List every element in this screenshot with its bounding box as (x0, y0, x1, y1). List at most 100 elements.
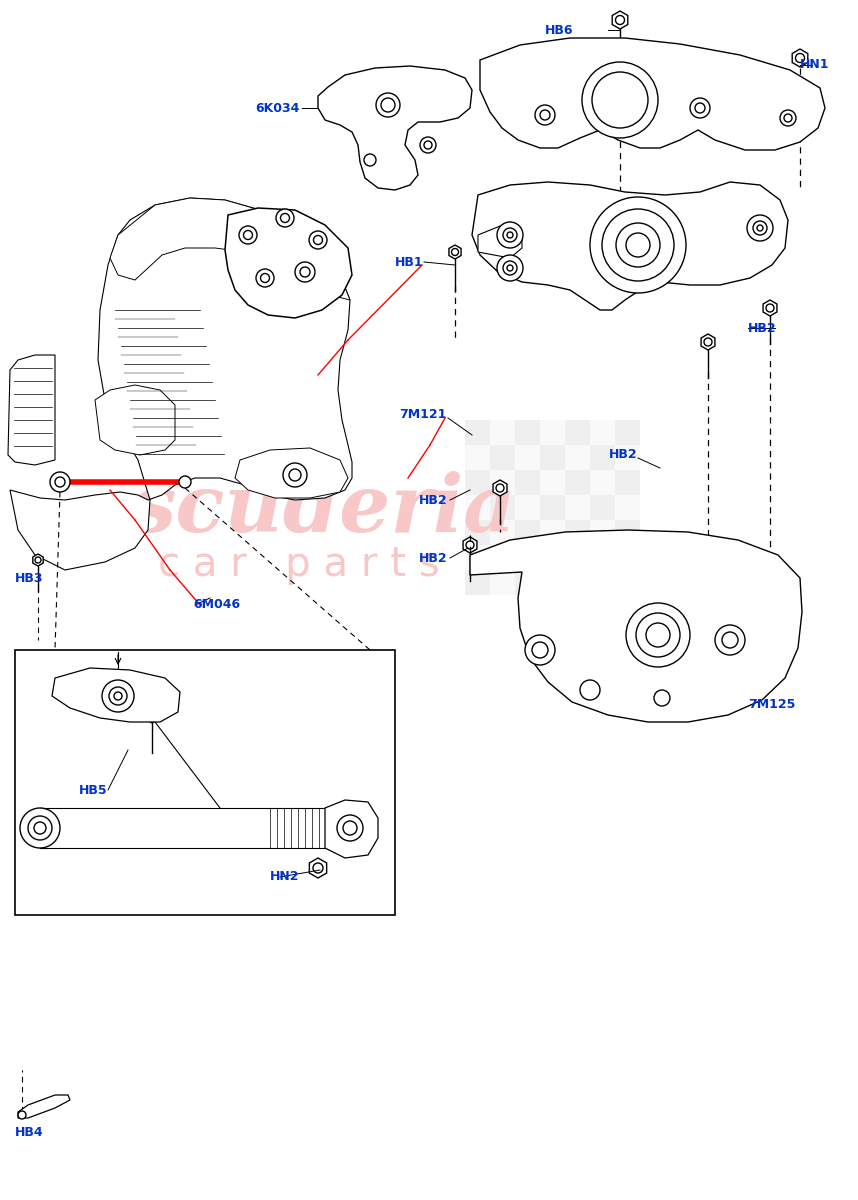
Circle shape (507, 232, 513, 238)
Circle shape (376, 92, 400, 116)
Circle shape (381, 98, 395, 112)
Circle shape (503, 228, 517, 242)
Circle shape (535, 104, 555, 125)
Circle shape (283, 463, 307, 487)
Circle shape (590, 197, 686, 293)
Circle shape (654, 690, 670, 706)
Bar (590, 570, 615, 595)
Bar (490, 570, 515, 595)
Bar (540, 445, 565, 470)
Bar (515, 570, 540, 595)
Circle shape (580, 680, 600, 700)
Polygon shape (449, 245, 461, 259)
Circle shape (281, 214, 289, 222)
Circle shape (239, 226, 257, 244)
Bar (540, 520, 565, 545)
Polygon shape (18, 1094, 70, 1118)
Circle shape (102, 680, 134, 712)
Circle shape (704, 338, 712, 346)
Text: 6K034: 6K034 (256, 102, 300, 114)
Polygon shape (792, 49, 807, 67)
Circle shape (540, 110, 550, 120)
Bar (490, 545, 515, 570)
Circle shape (646, 623, 670, 647)
Bar (465, 470, 490, 494)
Bar (590, 420, 615, 445)
Circle shape (18, 1111, 26, 1118)
Bar (540, 545, 565, 570)
Circle shape (451, 248, 458, 256)
Bar (515, 520, 540, 545)
Polygon shape (10, 198, 352, 570)
Text: scuderia: scuderia (130, 472, 516, 548)
Polygon shape (701, 334, 715, 350)
Circle shape (295, 262, 315, 282)
Bar (15, 650, 395, 914)
Circle shape (626, 233, 650, 257)
Polygon shape (235, 448, 348, 498)
Text: HB2: HB2 (748, 322, 776, 335)
Polygon shape (318, 66, 472, 190)
Polygon shape (52, 668, 180, 722)
Text: HN2: HN2 (270, 870, 299, 883)
Text: HB2: HB2 (609, 449, 638, 462)
Circle shape (364, 154, 376, 166)
Text: HB2: HB2 (420, 552, 448, 564)
Bar (565, 545, 590, 570)
Circle shape (109, 686, 127, 704)
Circle shape (420, 137, 436, 152)
Bar (615, 570, 640, 595)
Polygon shape (480, 38, 825, 150)
Polygon shape (95, 385, 175, 455)
Text: 7M121: 7M121 (400, 408, 447, 421)
Circle shape (757, 226, 763, 230)
Circle shape (784, 114, 792, 122)
Circle shape (715, 625, 745, 655)
Bar (490, 470, 515, 494)
Bar (615, 445, 640, 470)
Bar (465, 445, 490, 470)
Polygon shape (493, 480, 507, 496)
Bar (540, 420, 565, 445)
Circle shape (28, 816, 52, 840)
Bar (465, 545, 490, 570)
Text: HB6: HB6 (545, 24, 573, 36)
Circle shape (55, 476, 65, 487)
Text: HB2: HB2 (420, 493, 448, 506)
Circle shape (20, 808, 60, 848)
Bar (490, 520, 515, 545)
Circle shape (795, 54, 805, 62)
Circle shape (35, 557, 41, 563)
Text: HB1: HB1 (395, 256, 423, 269)
Bar (615, 420, 640, 445)
Circle shape (313, 235, 323, 245)
Circle shape (343, 821, 357, 835)
Circle shape (780, 110, 796, 126)
Circle shape (148, 713, 155, 720)
Circle shape (289, 469, 301, 481)
Bar (565, 445, 590, 470)
Circle shape (636, 613, 680, 658)
Circle shape (626, 602, 690, 667)
Bar (515, 545, 540, 570)
Circle shape (592, 72, 648, 128)
Bar (490, 494, 515, 520)
Polygon shape (310, 858, 327, 878)
Circle shape (582, 62, 658, 138)
Text: HB4: HB4 (15, 1126, 44, 1139)
Polygon shape (33, 554, 43, 566)
Bar (615, 470, 640, 494)
Circle shape (616, 223, 660, 266)
Circle shape (300, 266, 310, 277)
Bar (515, 494, 540, 520)
Bar (515, 445, 540, 470)
Polygon shape (463, 538, 477, 553)
Circle shape (525, 635, 555, 665)
Polygon shape (110, 198, 350, 300)
Circle shape (179, 476, 191, 488)
Text: HN1: HN1 (800, 59, 830, 72)
Bar (615, 494, 640, 520)
Bar (590, 470, 615, 494)
Bar (515, 470, 540, 494)
Bar (540, 470, 565, 494)
